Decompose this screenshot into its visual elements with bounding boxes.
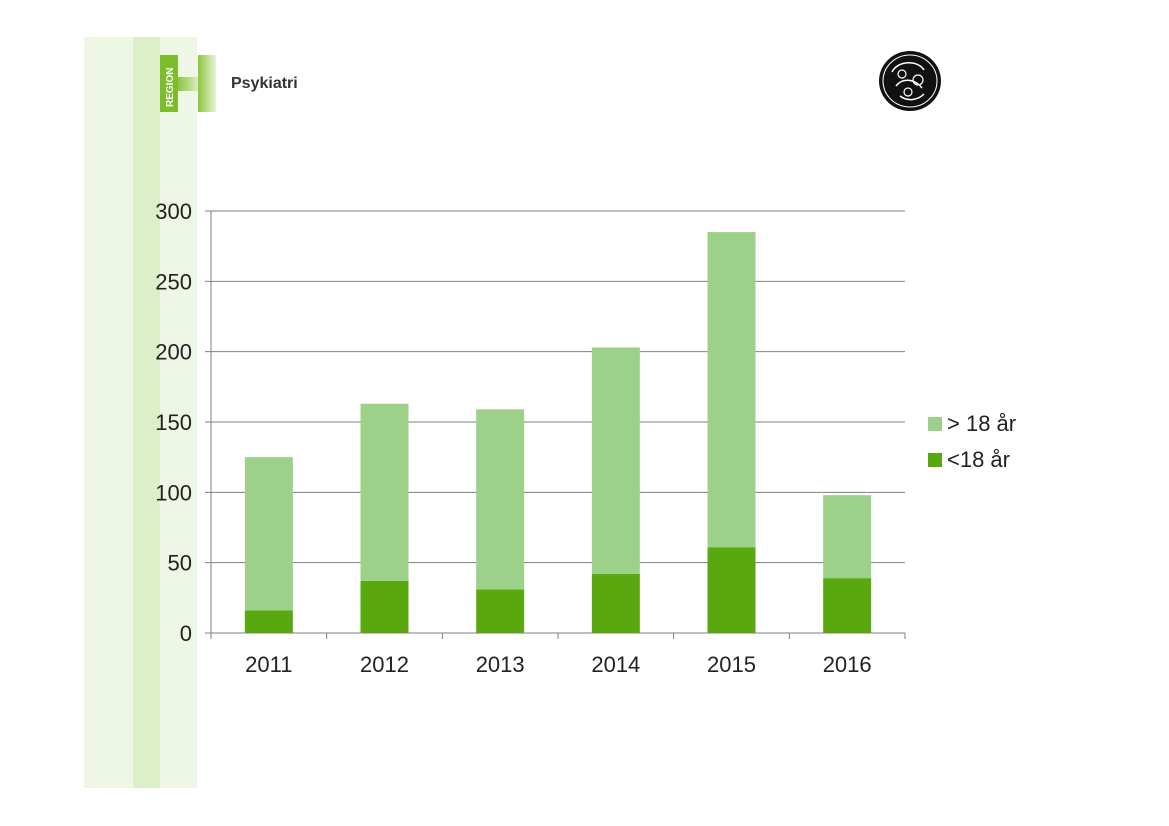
background-stripe-middle bbox=[133, 37, 161, 788]
x-tick-label-2013: 2013 bbox=[476, 652, 525, 677]
bar-2013-over18 bbox=[476, 409, 525, 590]
region-h-logo: REGION bbox=[160, 55, 216, 112]
bar-2013-under18 bbox=[476, 589, 525, 633]
bar-2014-over18 bbox=[591, 347, 640, 574]
legend-label-adult: > 18 år bbox=[947, 411, 1017, 436]
bar-2012-over18 bbox=[360, 403, 409, 581]
legend-swatch-child bbox=[928, 453, 942, 467]
logo-text: REGION bbox=[165, 68, 176, 107]
bar-2015-over18 bbox=[707, 232, 756, 548]
bar-2011-under18 bbox=[244, 610, 293, 633]
background-stripe-left bbox=[84, 37, 134, 788]
chart-legend: > 18 år <18 år bbox=[928, 406, 1016, 478]
y-tick-label-200: 200 bbox=[155, 340, 192, 365]
y-tick-label-250: 250 bbox=[155, 269, 192, 294]
y-tick-label-150: 150 bbox=[155, 410, 192, 435]
legend-item-adult: > 18 år bbox=[928, 406, 1016, 442]
x-tick-label-2011: 2011 bbox=[245, 652, 292, 677]
bar-2016-under18 bbox=[823, 578, 872, 633]
x-tick-label-2015: 2015 bbox=[707, 652, 756, 677]
bar-2012-under18 bbox=[360, 580, 409, 633]
x-tick-label-2016: 2016 bbox=[823, 652, 872, 677]
y-tick-label-300: 300 bbox=[155, 199, 192, 224]
background-stripe-right bbox=[160, 37, 197, 788]
x-tick-label-2014: 2014 bbox=[591, 652, 640, 677]
bar-2011-over18 bbox=[244, 457, 293, 611]
y-tick-label-0: 0 bbox=[180, 621, 192, 646]
emblem-seal bbox=[879, 51, 941, 111]
brand-name: Psykiatri bbox=[231, 75, 298, 92]
bar-2016-over18 bbox=[823, 495, 872, 579]
legend-label-child: <18 år bbox=[947, 447, 1010, 472]
bar-2015-under18 bbox=[707, 547, 756, 633]
y-tick-label-50: 50 bbox=[168, 551, 192, 576]
x-tick-label-2012: 2012 bbox=[360, 652, 409, 677]
legend-swatch-adult bbox=[928, 417, 942, 431]
legend-item-child: <18 år bbox=[928, 442, 1016, 478]
y-tick-label-100: 100 bbox=[155, 480, 192, 505]
bar-2014-under18 bbox=[591, 573, 640, 633]
